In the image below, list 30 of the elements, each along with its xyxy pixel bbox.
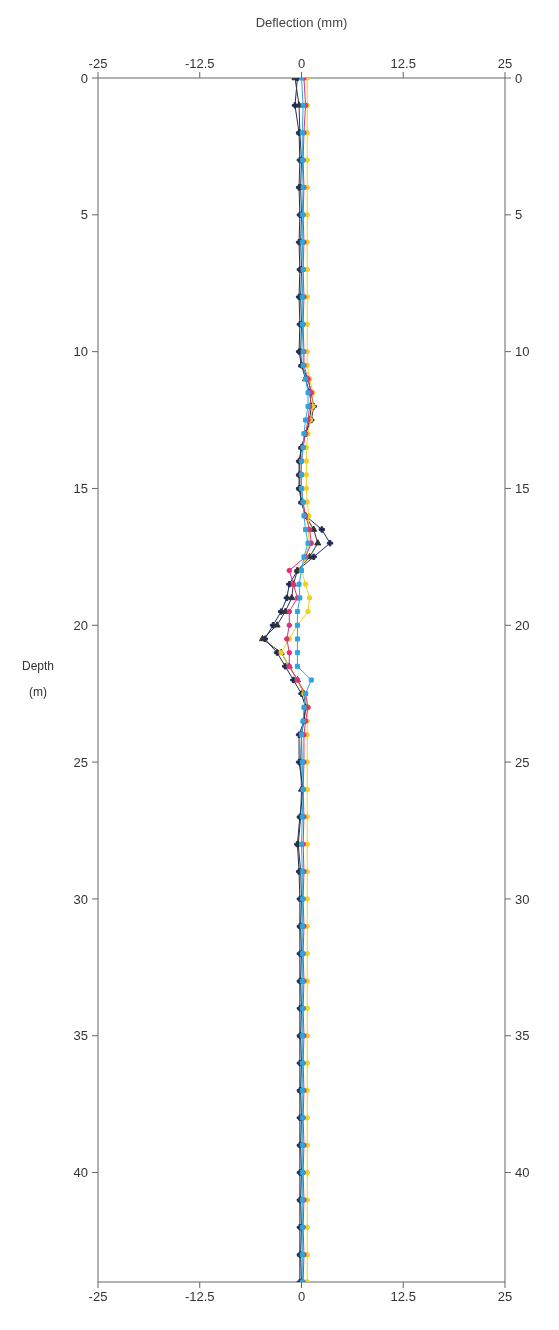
y-tick-label: 0 bbox=[80, 70, 88, 86]
y-axis-title: Depth (m) bbox=[21, 659, 55, 699]
y2-tick-label: 35 bbox=[515, 1028, 530, 1044]
y-tick-label: 20 bbox=[73, 617, 88, 633]
x-tick-label: 25 bbox=[497, 56, 513, 71]
y-tick-label: 25 bbox=[73, 754, 88, 770]
y-tick-label: 40 bbox=[73, 1165, 88, 1181]
y2-tick-label: 20 bbox=[515, 617, 530, 633]
y2-tick-label: 0 bbox=[515, 70, 523, 86]
y-tick-label: 30 bbox=[73, 891, 88, 907]
y2-tick-label: 10 bbox=[515, 344, 530, 360]
x-tick-label: 0 bbox=[297, 56, 306, 71]
x-tick-label: -12.5 bbox=[184, 56, 215, 71]
x-tick-label: -25 bbox=[88, 56, 108, 71]
y2-tick-label: 5 bbox=[515, 207, 523, 223]
y2-tick-label: 40 bbox=[515, 1165, 530, 1181]
x2-tick-label: -25 bbox=[88, 1289, 108, 1305]
x-axis-title: Deflection (mm) bbox=[255, 15, 348, 31]
x-tick-label: 12.5 bbox=[390, 56, 416, 71]
y-tick-label: 35 bbox=[73, 1028, 88, 1044]
y-tick-label: 5 bbox=[80, 207, 88, 223]
y2-tick-label: 15 bbox=[515, 481, 530, 497]
x2-tick-label: -12.5 bbox=[184, 1289, 215, 1305]
x2-tick-label: 25 bbox=[497, 1289, 513, 1305]
y2-tick-label: 25 bbox=[515, 754, 530, 770]
y2-tick-label: 30 bbox=[515, 891, 530, 907]
x2-tick-label: 0 bbox=[297, 1289, 306, 1305]
y-tick-label: 15 bbox=[73, 481, 88, 497]
y-tick-label: 10 bbox=[73, 344, 88, 360]
x2-tick-label: 12.5 bbox=[390, 1289, 416, 1305]
